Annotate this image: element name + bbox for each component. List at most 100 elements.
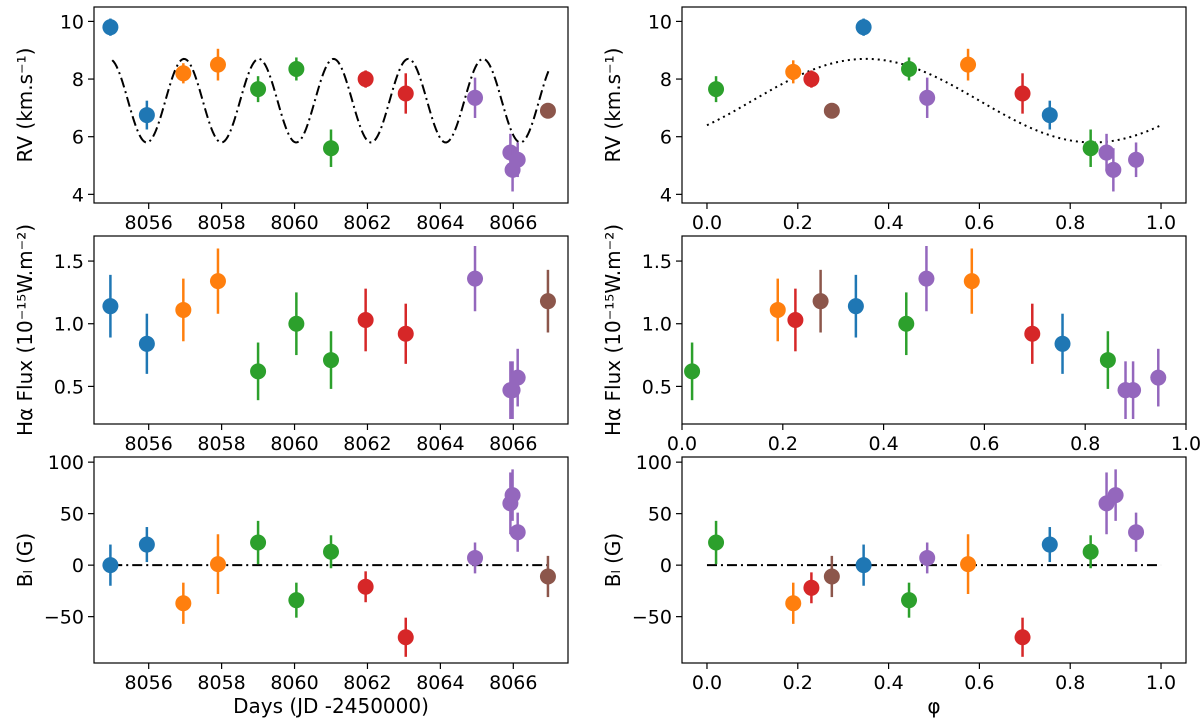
data-point xyxy=(175,301,192,318)
y-axis-label: Bₗ (G) xyxy=(13,533,37,588)
x-tick-label: 1.0 xyxy=(1171,433,1200,455)
data-point xyxy=(250,534,267,551)
panel-rv-days: 8056 8058 8060 8062 8064 8066 4 6 8 10 RV (km.s⁻¹) xyxy=(13,6,569,234)
data-point xyxy=(918,270,935,287)
y-tick-label: 100 xyxy=(48,452,84,474)
plot-frame xyxy=(681,235,1187,425)
y-axis-label: Bₗ (G) xyxy=(601,533,625,588)
data-point xyxy=(901,60,918,77)
y-tick-label: 8 xyxy=(660,69,672,91)
x-tick-label: 8064 xyxy=(416,672,464,694)
data-point xyxy=(1099,352,1116,369)
data-point xyxy=(1128,524,1145,541)
y-axis-label: Hα Flux (10⁻¹⁵W.m⁻²) xyxy=(601,224,625,436)
x-tick-label: 8064 xyxy=(416,433,464,455)
data-point xyxy=(357,71,374,88)
data-point xyxy=(855,19,872,36)
panel-bl-phase: 0.0 0.2 0.4 0.6 0.8 1.0 −50 0 50 100 Bₗ (G) φ xyxy=(601,452,1187,718)
data-point xyxy=(467,270,484,287)
x-tick-label: 0.4 xyxy=(873,672,903,694)
x-tick-label: 1.0 xyxy=(1146,212,1176,234)
x-tick-label: 8062 xyxy=(343,672,391,694)
data-point xyxy=(1014,629,1031,646)
data-point xyxy=(323,140,339,157)
plot-frame xyxy=(93,6,569,204)
data-point xyxy=(138,335,155,352)
plot-frame xyxy=(681,456,1187,664)
data-point xyxy=(209,556,226,573)
data-point xyxy=(1098,144,1115,161)
x-tick-label: 8058 xyxy=(197,672,245,694)
data-point xyxy=(504,487,521,504)
data-point xyxy=(323,543,339,560)
y-tick-label: 100 xyxy=(636,452,672,474)
y-tick-label: 10 xyxy=(60,11,84,33)
data-point xyxy=(467,89,484,106)
data-point xyxy=(785,63,802,80)
model-curve xyxy=(111,57,551,144)
data-point xyxy=(708,534,725,551)
plot-frame xyxy=(681,6,1187,204)
data-point xyxy=(812,293,829,310)
x-tick-label: 8062 xyxy=(343,433,391,455)
x-tick-label: 8060 xyxy=(270,672,318,694)
y-axis-label: RV (km.s⁻¹) xyxy=(13,48,37,163)
data-point xyxy=(960,56,977,73)
data-point xyxy=(138,536,155,553)
y-axis-label: Hα Flux (10⁻¹⁵W.m⁻²) xyxy=(13,224,37,436)
x-axis-label: Days (JD -2450000) xyxy=(233,694,429,718)
x-tick-label: 8060 xyxy=(270,433,318,455)
y-tick-label: 1.5 xyxy=(642,251,672,273)
data-point xyxy=(1105,161,1122,178)
x-tick-label: 0.6 xyxy=(964,672,994,694)
x-tick-label: 0.4 xyxy=(868,433,898,455)
data-point xyxy=(288,315,305,332)
data-point xyxy=(209,273,226,290)
data-point xyxy=(855,557,872,574)
data-point xyxy=(684,363,701,380)
data-point xyxy=(250,81,267,98)
y-tick-label: 50 xyxy=(60,504,84,526)
data-point xyxy=(209,56,226,73)
data-point xyxy=(847,298,864,315)
data-point xyxy=(397,85,414,102)
x-tick-label: 0.8 xyxy=(1070,433,1100,455)
x-tick-label: 8062 xyxy=(343,212,391,234)
data-point xyxy=(787,311,804,328)
data-point xyxy=(175,595,192,612)
x-tick-label: 8058 xyxy=(197,212,245,234)
y-tick-label: 50 xyxy=(648,504,672,526)
y-tick-label: 4 xyxy=(660,184,672,206)
y-tick-label: 4 xyxy=(72,184,84,206)
y-tick-label: 1.5 xyxy=(54,251,84,273)
x-tick-label: 0.2 xyxy=(783,212,813,234)
x-tick-label: 0.0 xyxy=(667,433,697,455)
y-tick-label: 1.0 xyxy=(54,314,84,336)
x-tick-label: 0.0 xyxy=(692,212,722,234)
data-point xyxy=(901,592,918,609)
data-point xyxy=(539,568,556,585)
data-point xyxy=(397,629,414,646)
x-tick-label: 0.6 xyxy=(964,212,994,234)
data-point xyxy=(357,311,374,328)
data-point xyxy=(1128,151,1145,168)
y-tick-label: −50 xyxy=(44,607,84,629)
y-tick-label: 1.0 xyxy=(642,314,672,336)
data-point xyxy=(1082,140,1099,157)
x-tick-label: 0.2 xyxy=(783,672,813,694)
data-point xyxy=(1014,85,1031,102)
x-tick-label: 0.2 xyxy=(768,433,798,455)
data-point xyxy=(1024,325,1041,342)
data-point xyxy=(175,65,192,82)
y-tick-label: 0.5 xyxy=(54,376,84,398)
data-point xyxy=(102,19,119,36)
plot-frame xyxy=(93,456,569,664)
data-point xyxy=(919,549,936,566)
data-point xyxy=(539,102,556,119)
data-point xyxy=(397,325,414,342)
data-point xyxy=(288,592,305,609)
data-point xyxy=(803,579,820,596)
x-tick-label: 8060 xyxy=(270,212,318,234)
data-point xyxy=(1107,487,1124,504)
data-point xyxy=(102,557,119,574)
